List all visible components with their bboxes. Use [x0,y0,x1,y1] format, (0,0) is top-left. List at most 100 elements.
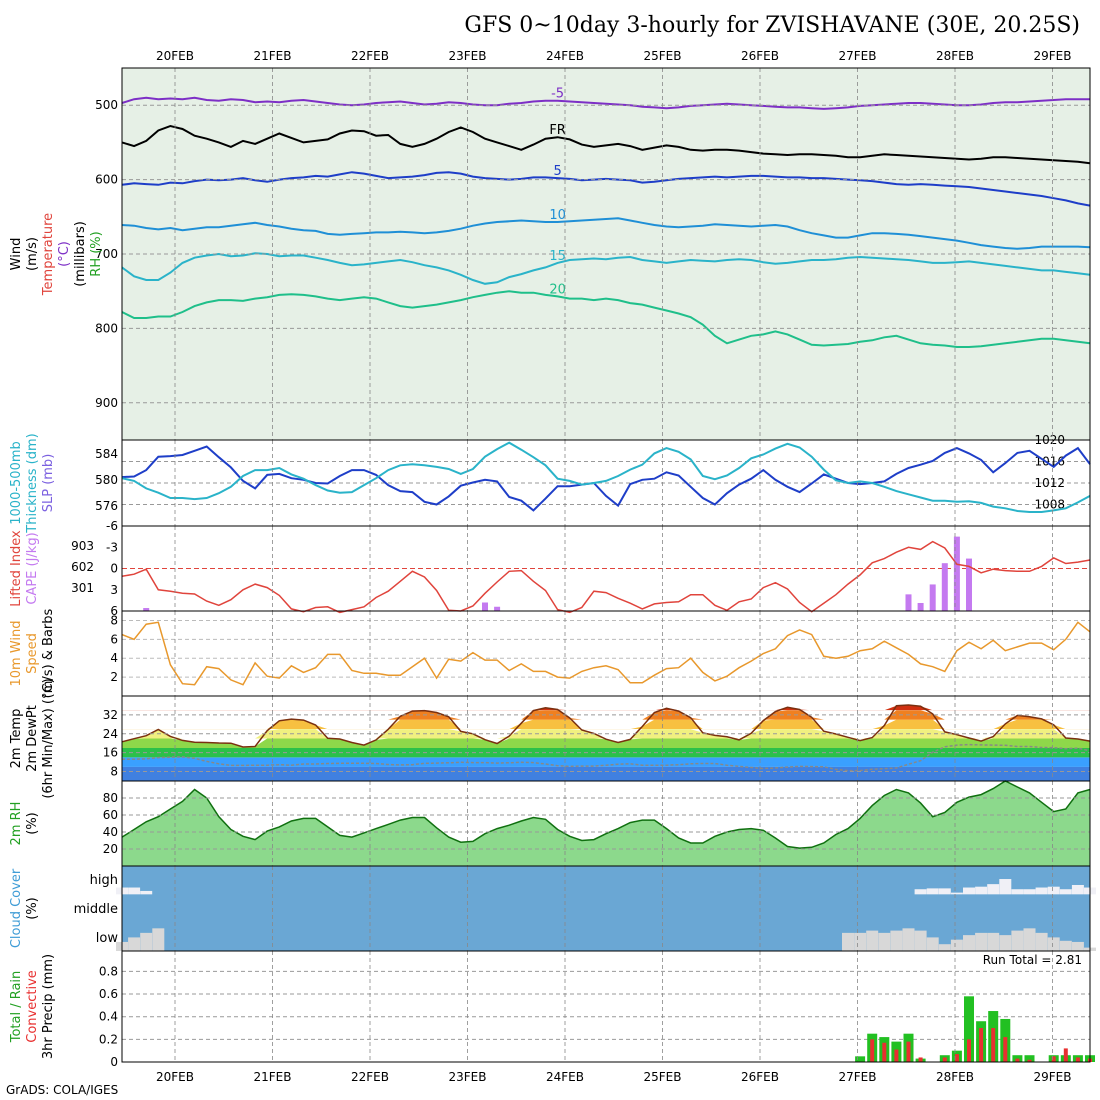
cloud-high-bar [926,888,939,895]
cloud-low-bar [902,928,915,951]
temp-band-5 [122,719,1090,730]
panel-bg-p7 [122,866,1090,951]
pressure-tick: 900 [95,396,118,410]
temp-tick: 16 [103,746,118,760]
precip-conv-bar [1003,1037,1008,1062]
cape-bar [494,606,501,611]
panel-axis-label: Cloud Cover [9,868,24,948]
isotherm-line-4 [121,252,1091,285]
lifted-index-tick: 3 [110,583,118,597]
temp-band-4 [122,729,1090,739]
day-label-top: 20FEB [156,49,194,63]
panel-axis-label: (6hr Min/Max) (°C) [41,678,56,798]
temp-tick: 8 [110,765,118,779]
temp-tick: 24 [103,727,118,741]
cloud-high-bar [975,886,988,895]
chart-title: GFS 0~10day 3-hourly for ZVISHAVANE (30E… [464,13,1080,38]
wind-tick: 2 [110,670,118,684]
precip-tick: 0 [110,1055,118,1069]
cloud-high-bar [1071,884,1084,895]
temp-band-6 [122,710,1090,720]
panel-bg-p4 [122,611,1090,696]
cloud-low-bar [1059,940,1072,951]
precip-conv-bar [882,1042,887,1062]
precip-conv-bar [906,1041,911,1062]
precip-conv-bar [870,1039,875,1062]
cloud-low-bar [878,932,891,951]
cloud-low-bar [975,932,988,951]
cloud-low-bar [999,935,1012,951]
precip-tick: 0.8 [99,964,118,978]
cape-bar [905,594,912,611]
cloud-low-bar [866,930,879,951]
precip-conv-bar [1075,1057,1080,1062]
day-label-bottom: 24FEB [546,1070,584,1084]
panel-axis-label: Wind [9,238,24,271]
day-label-bottom: 27FEB [839,1070,877,1084]
panel-axis-label: (%) [25,812,40,835]
day-label-top: 21FEB [254,49,292,63]
precip-conv-bar [1027,1059,1032,1062]
precip-tick: 0.6 [99,987,118,1001]
thickness-tick: 576 [95,499,118,513]
cape-tick: 301 [71,581,94,595]
cloud-low-bar [140,932,153,951]
cape-bar [929,584,936,611]
day-label-top: 26FEB [741,49,779,63]
dewpoint-line [122,743,1091,772]
panel-axis-label: Temperature [41,213,56,296]
day-label-bottom: 20FEB [156,1070,194,1084]
thickness-line [121,441,1091,513]
panel-axis-label: (m/s) & Barbs [41,608,56,698]
isotherm-line-0 [121,96,1090,110]
cloud-high-bar [128,887,141,895]
cloud-high-bar [1047,886,1060,895]
panel-frame-p8 [121,950,1091,1063]
cloud-high-bar [1035,887,1048,895]
cape-tick: 903 [71,539,94,553]
precip-conv-bar [967,1039,971,1062]
lifted-index-tick: 6 [110,604,118,618]
pressure-tick: 700 [95,247,118,261]
panel-axis-label: Speed [25,633,40,674]
precip-conv-bar [918,1057,923,1062]
panel-axis-label: Convective [25,970,40,1043]
isotherm-label-1: FR [549,123,566,138]
temp-band-0 [122,766,1090,781]
cloud-low-bar [1023,928,1036,951]
temp-tick: 32 [103,708,118,722]
panel-axis-label: 10m Wind [9,620,24,686]
rh-line [121,780,1091,849]
cloud-tick: low [96,931,119,946]
rh-area [122,781,1090,866]
run-total: Run Total = 2.81 [983,953,1082,967]
day-label-bottom: 25FEB [644,1070,682,1084]
wind-tick: 4 [110,651,118,665]
cloud-high-bar [999,879,1012,895]
pressure-tick: 500 [95,98,118,112]
day-label-top: 29FEB [1034,49,1072,63]
wind-tick: 8 [110,613,118,627]
cloud-tick: high [90,873,118,888]
pressure-tick: 800 [95,321,118,335]
precip-conv-bar [954,1054,959,1062]
cape-bar [966,558,972,611]
lifted-index-line [121,540,1091,614]
precip-conv-bar [991,1028,996,1062]
cloud-low-bar [987,932,1000,951]
panel-axis-label: RH (%) [89,231,104,276]
day-label-top: 24FEB [546,49,584,63]
panel-axis-label: (%) [25,897,40,920]
panel-axis-label: CAPE (J/kg) [25,532,40,604]
temp-band-1 [122,757,1090,767]
cloud-low-bar [890,930,903,951]
panel-axis-label: 2m Temp [9,709,24,769]
cloud-high-bar [963,887,975,895]
day-label-bottom: 28FEB [936,1070,974,1084]
rh-tick: 40 [103,825,118,839]
isotherm-label-3: 10 [549,208,566,223]
panel-axis-label: 2m RH [9,802,24,846]
cloud-high-bar [950,892,963,895]
cape-bar [143,608,150,611]
wind-speed-line [121,621,1091,686]
